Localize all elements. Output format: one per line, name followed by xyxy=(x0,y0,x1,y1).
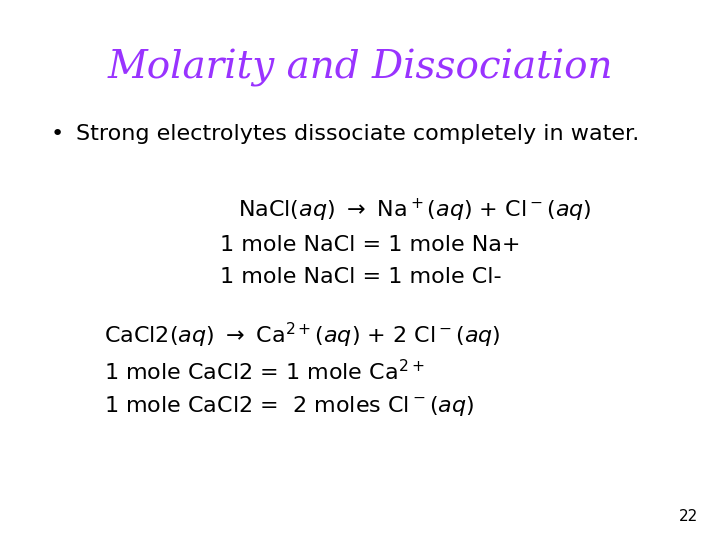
Text: Strong electrolytes dissociate completely in water.: Strong electrolytes dissociate completel… xyxy=(76,124,639,144)
Text: 1 mole NaCl = 1 mole Cl-: 1 mole NaCl = 1 mole Cl- xyxy=(220,267,501,287)
Text: CaCl2($aq$) $\rightarrow$ Ca$^{2+}$($aq$) + 2 Cl$^-$($aq$): CaCl2($aq$) $\rightarrow$ Ca$^{2+}$($aq$… xyxy=(104,321,501,350)
Text: •: • xyxy=(50,124,63,144)
Text: 1 mole CaCl2 = 1 mole Ca$^{2+}$: 1 mole CaCl2 = 1 mole Ca$^{2+}$ xyxy=(104,359,425,384)
Text: 1 mole CaCl2 =  2 moles Cl$^-$($aq$): 1 mole CaCl2 = 2 moles Cl$^-$($aq$) xyxy=(104,394,474,418)
Text: 22: 22 xyxy=(679,509,698,524)
Text: 1 mole NaCl = 1 mole Na+: 1 mole NaCl = 1 mole Na+ xyxy=(220,235,520,255)
Text: NaCl($aq$) $\rightarrow$ Na$^+$($aq$) + Cl$^-$($aq$): NaCl($aq$) $\rightarrow$ Na$^+$($aq$) + … xyxy=(238,197,591,225)
Text: Molarity and Dissociation: Molarity and Dissociation xyxy=(107,49,613,86)
